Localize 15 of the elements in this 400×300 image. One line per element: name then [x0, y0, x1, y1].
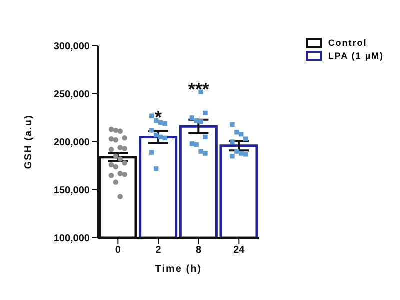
y-tick-label: 150,000	[54, 186, 90, 197]
annotation: ***	[188, 80, 210, 100]
x-tick-label: 2	[156, 245, 162, 256]
x-tick-label: 0	[115, 245, 122, 256]
y-tick-label: 200,000	[54, 138, 90, 149]
x-axis-title: Time (h)	[155, 264, 202, 275]
x-tick-label: 24	[234, 245, 246, 256]
y-tick-label: 250,000	[54, 90, 90, 101]
y-tick-label: 100,000	[54, 234, 90, 245]
y-tick-label: 300,000	[54, 42, 90, 53]
legend-label: LPA (1 µM)	[328, 51, 384, 61]
y-axis-title: GSH (a.u)	[24, 114, 35, 170]
x-tick-label: 8	[196, 245, 202, 256]
annotation: *	[154, 107, 162, 128]
legend-label: Control	[328, 38, 368, 48]
